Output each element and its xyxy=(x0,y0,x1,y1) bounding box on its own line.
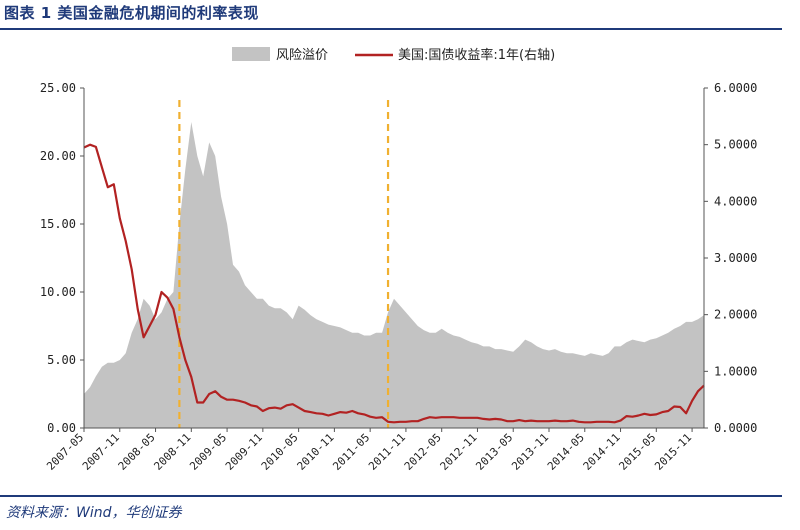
x-tick-label: 2011-11 xyxy=(366,431,408,473)
y-left-tick-label: 10.00 xyxy=(40,285,76,299)
y-right-tick-label: 2.0000 xyxy=(714,308,757,322)
x-tick-label: 2012-05 xyxy=(402,431,444,473)
figure-title: 图表 1 美国金融危机期间的利率表现 xyxy=(4,4,259,22)
x-tick-label: 2013-05 xyxy=(473,431,515,473)
footer-rule xyxy=(0,495,782,497)
x-tick-label: 2010-11 xyxy=(295,431,337,473)
y-left-tick-label: 5.00 xyxy=(47,353,76,367)
x-tick-label: 2009-11 xyxy=(223,431,265,473)
x-tick-label: 2008-11 xyxy=(151,431,193,473)
y-left-tick-label: 15.00 xyxy=(40,217,76,231)
source-note: 资料来源：Wind，华创证券 xyxy=(6,505,182,521)
x-tick-label: 2011-05 xyxy=(330,431,372,473)
series-line-treasury-1y xyxy=(83,143,705,424)
y-right-tick-label: 6.0000 xyxy=(714,81,757,95)
chart: 风险溢价 美国:国债收益率:1年(右轴) 0.00 5.00 10.00 15.00 2… xyxy=(40,47,757,473)
legend-label-yield: 美国:国债收益率:1年(右轴) xyxy=(398,47,555,63)
y-right-tick-label: 1.0000 xyxy=(714,364,757,378)
y-right-tick-label: 0.0000 xyxy=(714,421,757,435)
x-tick-label: 2015-05 xyxy=(616,431,658,473)
x-tick-label: 2012-11 xyxy=(438,431,480,473)
legend-swatch-spread xyxy=(232,47,270,61)
y-right-tick-label: 3.0000 xyxy=(714,251,757,265)
x-tick-label: 2014-11 xyxy=(581,431,623,473)
x-tick-label: 2007-11 xyxy=(80,431,122,473)
x-tick-label: 2014-05 xyxy=(545,431,587,473)
x-tick-label: 2010-05 xyxy=(259,431,301,473)
y-right-tick-label: 4.0000 xyxy=(714,194,757,208)
x-tick-label: 2013-11 xyxy=(509,431,551,473)
x-tick-label: 2008-05 xyxy=(116,431,158,473)
y-left-tick-label: 0.00 xyxy=(47,421,76,435)
legend-label-spread: 风险溢价 xyxy=(276,48,328,63)
y-left-tick-label: 25.00 xyxy=(40,81,76,95)
y-left-tick-label: 20.00 xyxy=(40,149,76,163)
x-tick-label: 2009-05 xyxy=(187,431,229,473)
y-right-tick-label: 5.0000 xyxy=(714,138,757,152)
x-tick-label: 2007-05 xyxy=(44,431,86,473)
legend: 风险溢价 美国:国债收益率:1年(右轴) xyxy=(232,47,555,63)
series-area-risk-premium xyxy=(84,122,704,428)
x-tick-label: 2015-11 xyxy=(652,431,694,473)
header-rule xyxy=(0,28,782,30)
